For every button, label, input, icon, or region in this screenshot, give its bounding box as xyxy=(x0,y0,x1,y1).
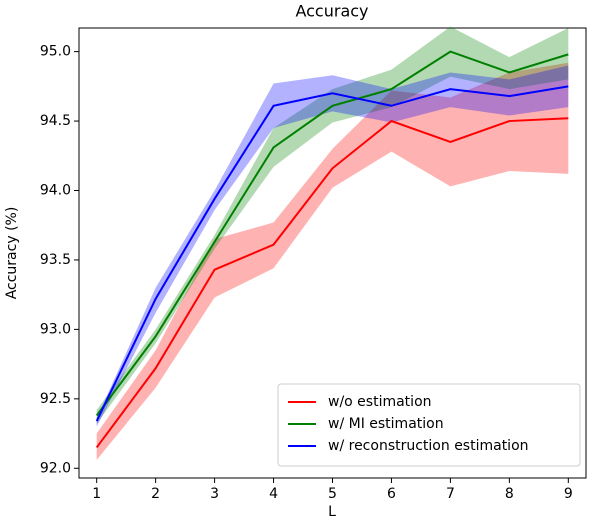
confidence-band xyxy=(96,62,569,460)
legend-box xyxy=(277,383,581,467)
series-line xyxy=(95,117,569,449)
series-line xyxy=(95,50,569,417)
x-axis-label: L xyxy=(328,504,336,520)
x-tick-label: 5 xyxy=(328,486,337,502)
y-tick-label: 92.0 xyxy=(40,460,71,476)
x-tick-label: 2 xyxy=(151,486,160,502)
x-tick-label: 8 xyxy=(505,486,514,502)
y-axis-label: Accuracy (%) xyxy=(4,207,20,300)
x-tick-label: 3 xyxy=(210,486,219,502)
x-tick-label: 6 xyxy=(387,486,396,502)
series-line xyxy=(95,85,569,422)
x-tick-label: 7 xyxy=(446,486,455,502)
x-tick-label: 4 xyxy=(269,486,278,502)
y-tick-label: 93.5 xyxy=(40,252,71,268)
confidence-band xyxy=(96,65,569,427)
legend-label: w/ MI estimation xyxy=(328,416,444,432)
legend-label: w/o estimation xyxy=(328,394,432,410)
y-tick-label: 93.0 xyxy=(40,321,71,337)
y-tick-label: 94.0 xyxy=(40,183,71,199)
legend-label: w/ reconstruction estimation xyxy=(328,438,529,454)
chart-title: Accuracy xyxy=(295,2,368,21)
y-tick-label: 92.5 xyxy=(40,391,71,407)
y-tick-label: 95.0 xyxy=(40,44,71,60)
x-tick-label: 9 xyxy=(564,486,573,502)
x-tick-label: 1 xyxy=(92,486,101,502)
y-tick-label: 94.5 xyxy=(40,113,71,129)
